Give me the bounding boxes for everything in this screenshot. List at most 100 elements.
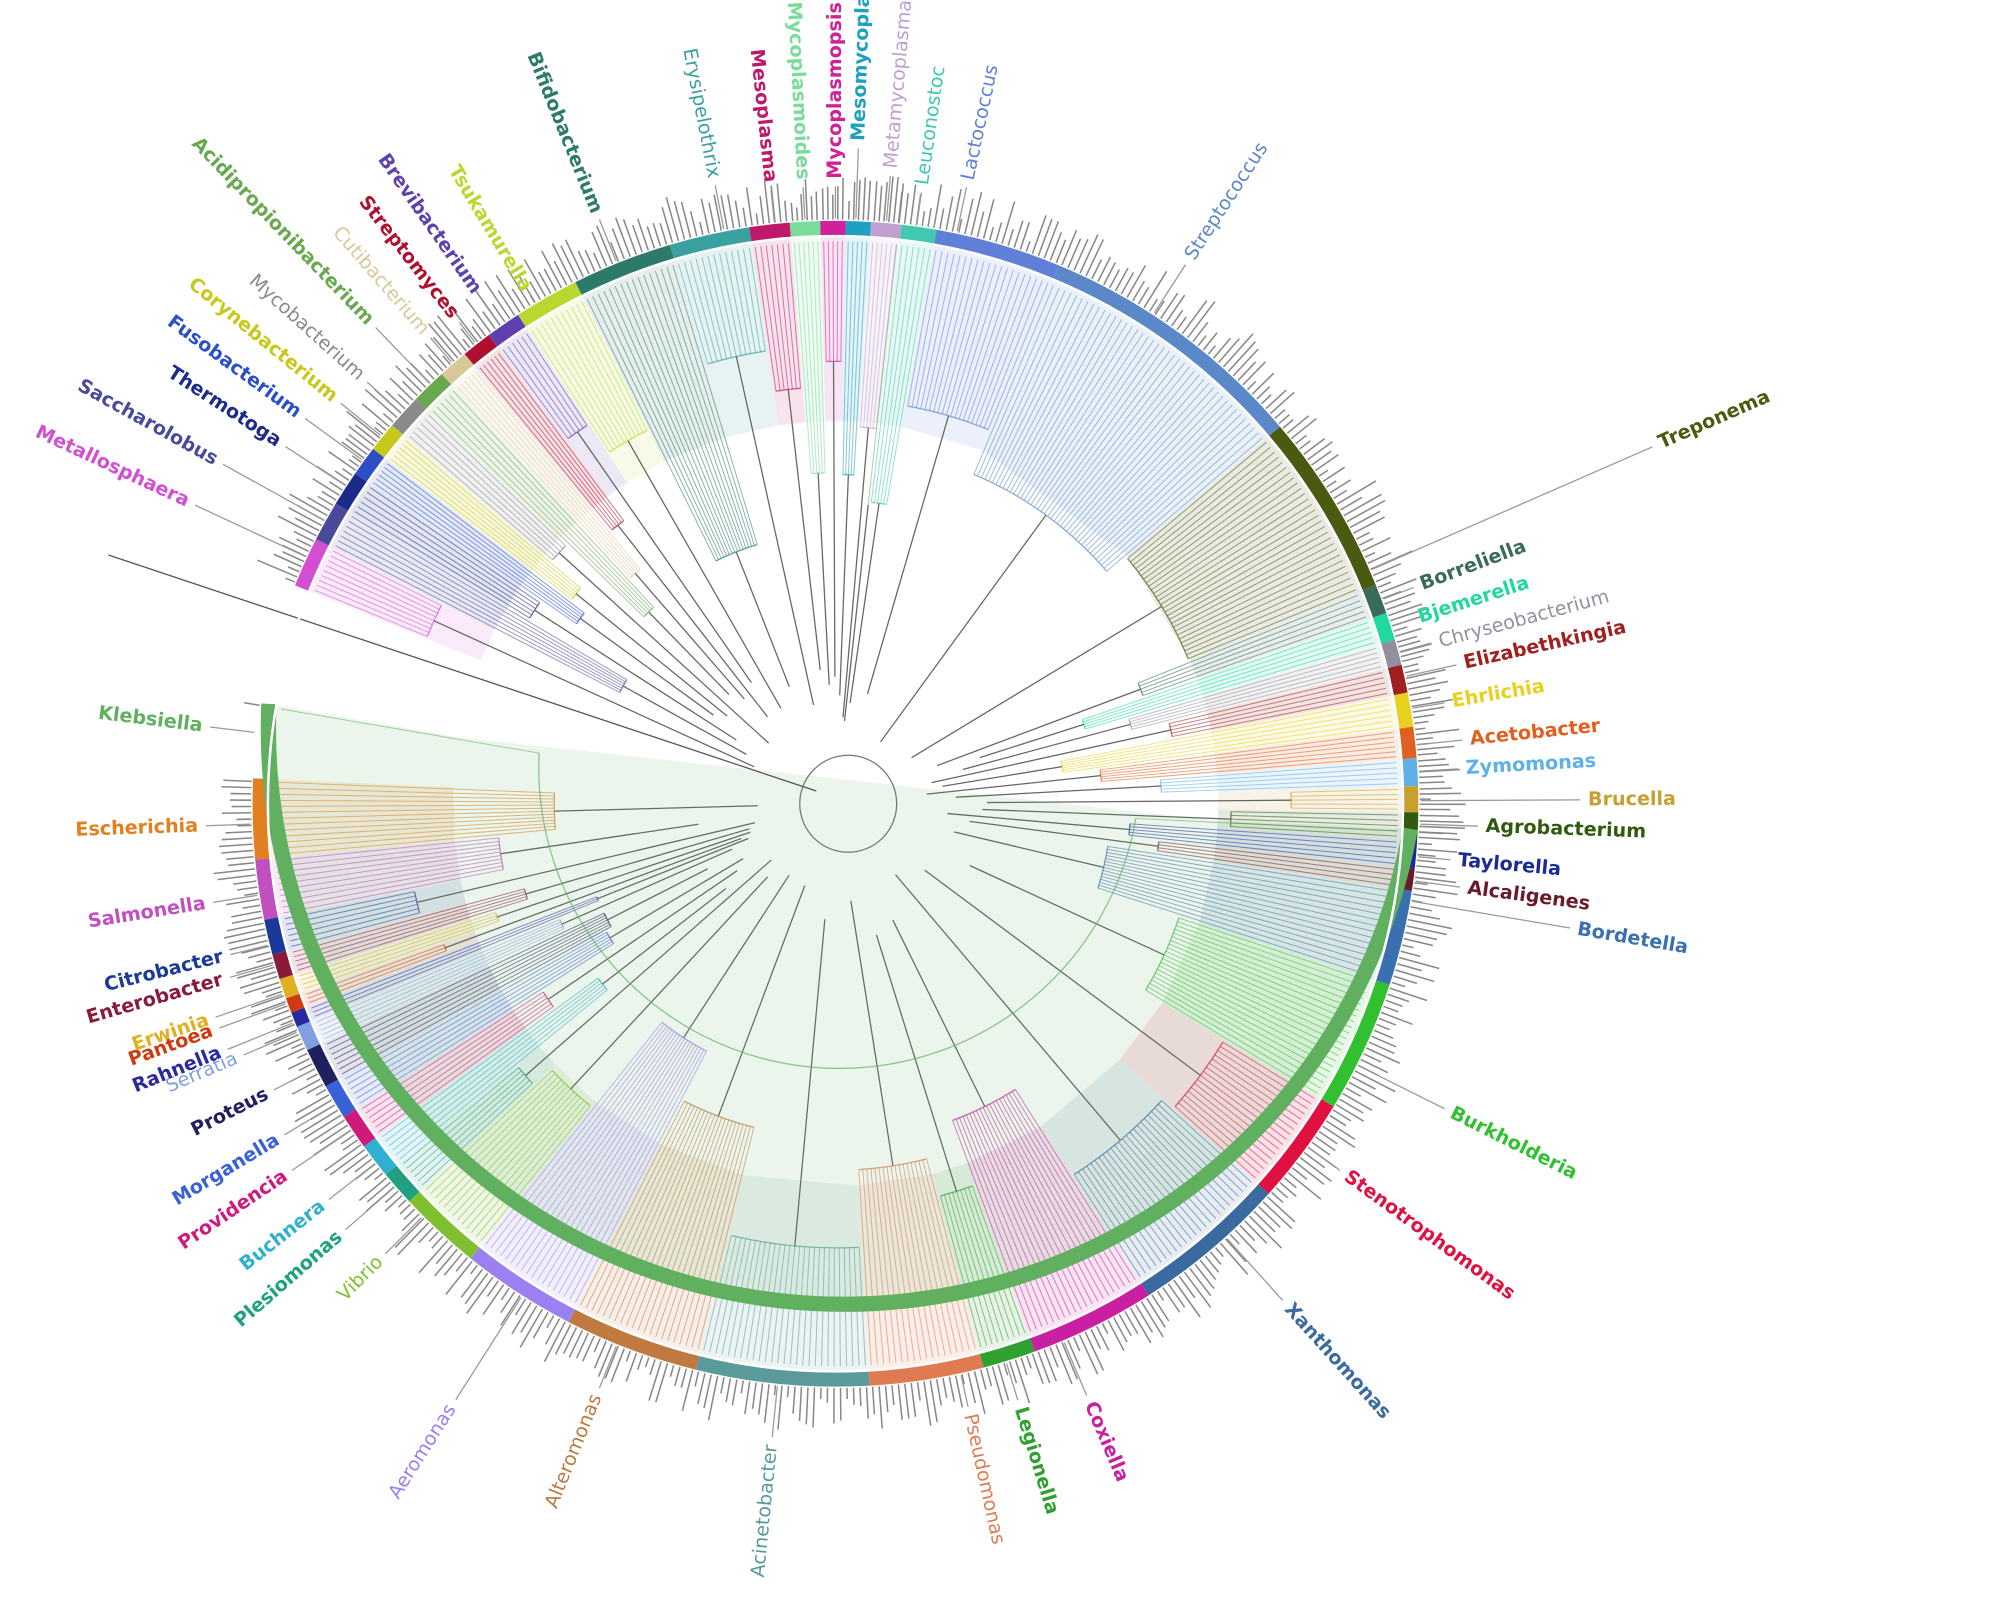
- leaf-branch: [552, 1044, 696, 1291]
- outer-bar: [287, 1057, 311, 1070]
- leader-line: [1417, 739, 1463, 746]
- leader-line: [345, 1187, 395, 1231]
- leaf-branch: [1081, 395, 1224, 546]
- outer-bar: [1181, 300, 1208, 335]
- leader-line: [956, 187, 968, 232]
- outer-bar: [507, 269, 531, 307]
- outer-bar: [306, 1083, 324, 1094]
- outer-bar: [800, 194, 804, 221]
- leaf-branch: [314, 900, 599, 1017]
- leaf-branch: [922, 1159, 970, 1351]
- stem-branch: [954, 831, 1104, 869]
- leaf-branch: [273, 787, 555, 797]
- clade-shade: [270, 840, 461, 917]
- outer-bar: [1414, 727, 1426, 731]
- leaf-branch: [823, 241, 827, 362]
- leaf-branch: [277, 848, 500, 879]
- leaf-branch: [273, 793, 555, 800]
- outer-bar: [1414, 876, 1457, 884]
- leaf-branch: [1023, 325, 1133, 501]
- outer-bar: [545, 1318, 561, 1345]
- outer-bar: [1405, 931, 1438, 941]
- outer-bar: [306, 1073, 318, 1081]
- outer-bar: [1407, 918, 1453, 930]
- leaf-branch: [894, 1165, 928, 1359]
- leaf-branch: [911, 251, 943, 408]
- outer-bar: [795, 207, 799, 221]
- leaf-branch: [366, 491, 538, 607]
- leaf-branch: [1156, 968, 1336, 1062]
- outer-bar: [226, 898, 260, 906]
- outer-bar: [228, 934, 267, 945]
- clade-shade: [699, 1175, 869, 1372]
- leaf-branch: [272, 799, 555, 803]
- outer-bar: [1418, 842, 1433, 846]
- outer-bar: [560, 245, 579, 280]
- leader-line: [771, 1386, 778, 1438]
- outer-bar: [595, 225, 614, 265]
- leaf-branch: [965, 1114, 1054, 1323]
- leaf-branch: [1013, 316, 1117, 495]
- leaf-branch: [330, 555, 440, 610]
- outer-bar: [243, 701, 260, 707]
- outer-bar: [1418, 836, 1460, 841]
- outer-bar: [226, 922, 264, 932]
- leader-line: [598, 219, 617, 262]
- stem-branch: [558, 552, 770, 744]
- genus-label: Streptococcus: [1179, 138, 1272, 264]
- clade-arc: [1127, 558, 1189, 659]
- leader-line: [366, 381, 401, 413]
- outer-bar: [1377, 581, 1392, 588]
- outer-bar: [217, 874, 256, 881]
- clade-segment: [1140, 1183, 1269, 1296]
- outer-bar: [1387, 993, 1410, 1003]
- leaf-branch: [322, 925, 564, 1036]
- leaf-branch: [1135, 456, 1279, 570]
- stem-branch: [735, 551, 790, 687]
- outer-bar: [681, 1370, 694, 1412]
- outer-bar: [859, 1387, 862, 1407]
- clade-segment: [669, 227, 752, 260]
- outer-bar: [482, 311, 496, 330]
- leaf-branch: [278, 851, 501, 885]
- leaf-branch: [1082, 1168, 1152, 1270]
- outer-bar: [470, 1264, 478, 1275]
- outer-bar: [328, 450, 357, 471]
- outer-bar: [293, 530, 314, 542]
- outer-bar: [1408, 680, 1449, 691]
- leaf-branch: [1162, 514, 1319, 609]
- outer-bar: [1209, 1251, 1222, 1265]
- leader-line: [1308, 1147, 1341, 1171]
- clade-segment: [392, 398, 428, 436]
- clade-segment: [294, 539, 330, 592]
- outer-bar: [1187, 301, 1216, 339]
- outer-bar: [1260, 394, 1272, 405]
- leaf-branch: [471, 374, 639, 572]
- leaf-branch: [1078, 391, 1219, 543]
- outer-bar: [523, 258, 547, 297]
- leaf-branch: [1160, 767, 1397, 784]
- stem-branch: [575, 593, 728, 717]
- leaf-branch: [1160, 509, 1316, 605]
- leaf-branch: [1178, 917, 1370, 982]
- leaf-branch: [452, 390, 655, 608]
- clade-shade: [1119, 1002, 1321, 1184]
- leader-line: [1418, 856, 1451, 861]
- leaf-branch: [1053, 358, 1181, 522]
- outer-bar: [1393, 975, 1418, 985]
- stem-branch: [609, 858, 744, 939]
- outer-bar: [1020, 1357, 1028, 1376]
- outer-bar: [406, 367, 427, 388]
- leaf-branch: [859, 242, 874, 428]
- leaf-branch: [1066, 374, 1200, 532]
- leaf-branch: [1151, 979, 1328, 1078]
- clade-shade: [1127, 436, 1362, 661]
- leaf-branch: [958, 1117, 1043, 1328]
- leaf-branch: [1063, 370, 1195, 530]
- clade-segment: [1371, 613, 1395, 644]
- stem-branch: [947, 812, 1130, 831]
- leaf-branch: [434, 1076, 559, 1199]
- leaf-branch: [1085, 642, 1375, 730]
- leaf-branch: [977, 287, 1060, 477]
- leader-line: [194, 504, 306, 557]
